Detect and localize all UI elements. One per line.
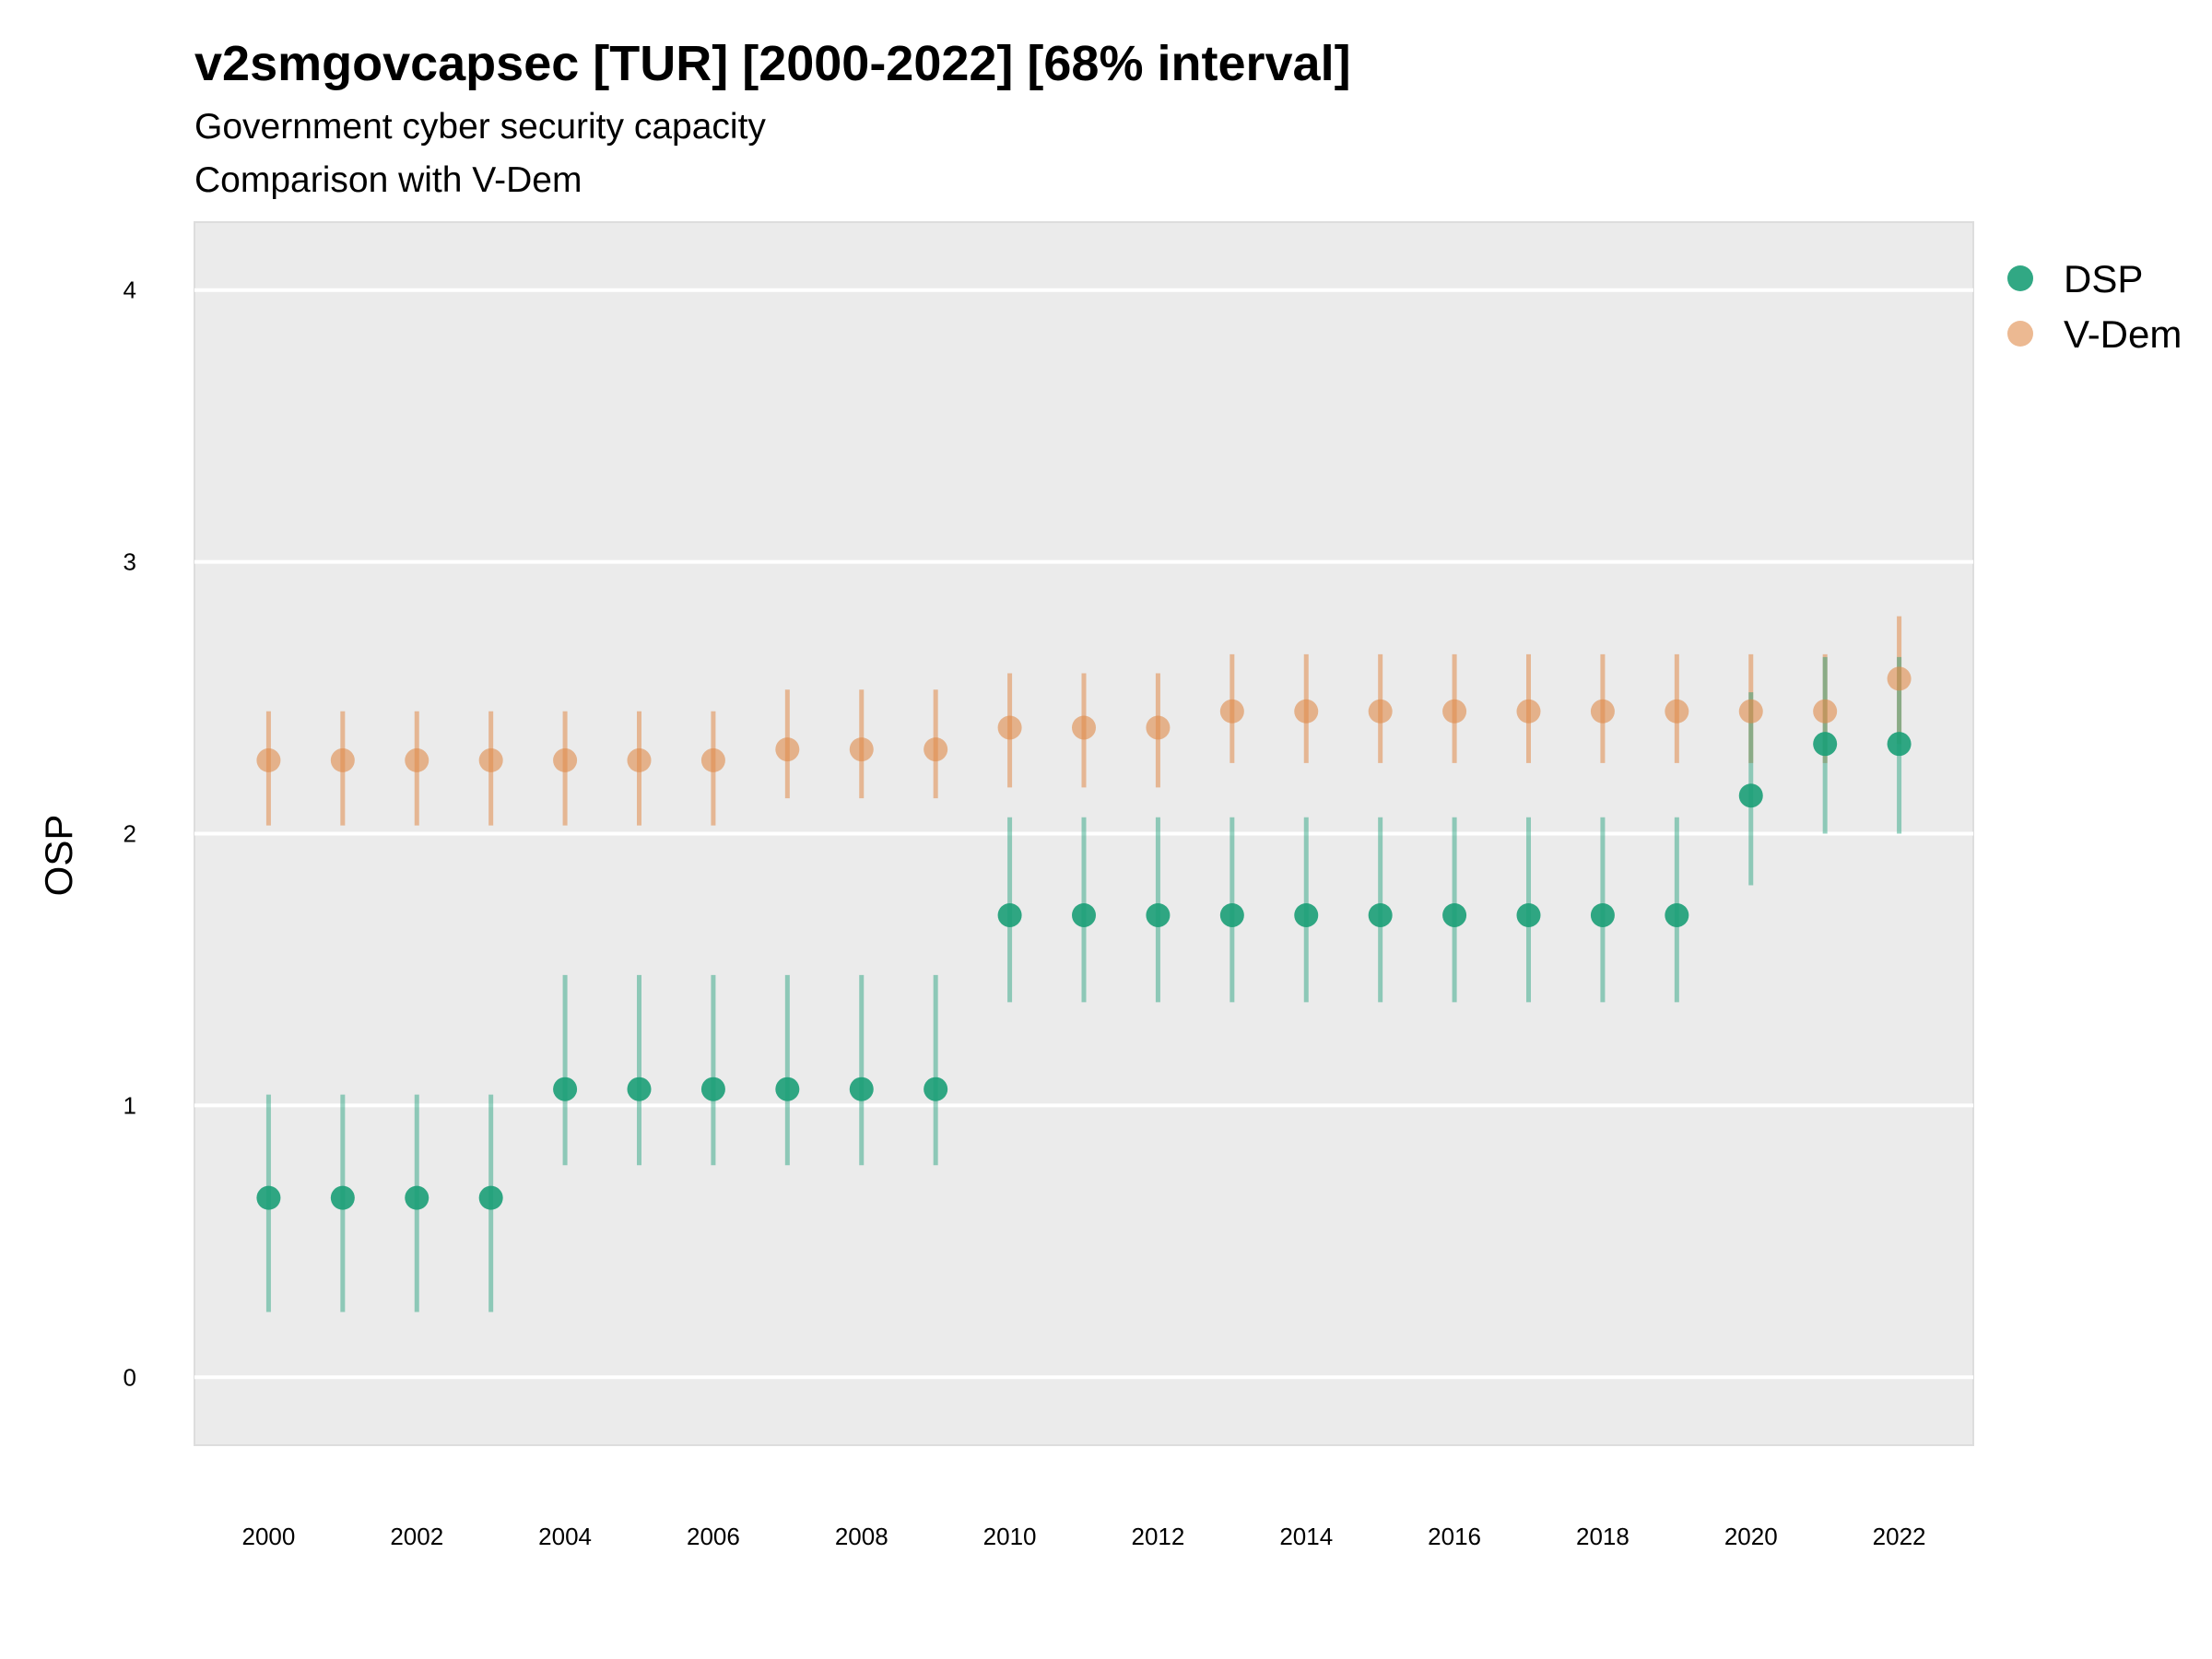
x-tick-label: 2006 [687, 1523, 740, 1550]
v-dem-point-2020 [1738, 699, 1763, 724]
y-tick-label: 4 [124, 276, 136, 304]
x-tick-label: 2004 [538, 1523, 592, 1550]
gridlines [194, 288, 1973, 1380]
y-tick-label: 1 [124, 1091, 136, 1119]
v-dem-point-2006 [700, 747, 725, 772]
y-tick-label: 0 [124, 1363, 136, 1391]
x-tick-label: 2008 [835, 1523, 888, 1550]
x-tick-label: 2014 [1279, 1523, 1333, 1550]
dsp-point-2014 [1294, 902, 1319, 927]
x-tick-label: 2000 [241, 1523, 295, 1550]
dsp-point-2013 [1219, 902, 1244, 927]
dsp-point-2017 [1516, 902, 1541, 927]
v-dem-point-2016 [1442, 699, 1467, 724]
dsp-point-2018 [1590, 902, 1615, 927]
legend-label: DSP [2064, 257, 2143, 300]
legend: DSP V-Dem [2007, 257, 2182, 356]
dsp-point-2021 [1813, 732, 1838, 757]
v-dem-point-2009 [924, 737, 948, 762]
dsp-point-2007 [775, 1077, 800, 1101]
y-tick-label: 2 [124, 820, 136, 848]
legend-key-dsp [2007, 265, 2033, 291]
dsp-point-2012 [1146, 902, 1171, 927]
v-dem-point-2000 [256, 747, 281, 772]
v-dem-point-2003 [478, 747, 503, 772]
dsp-point-2004 [553, 1077, 578, 1101]
y-tick-labels: 0 1 2 3 4 [124, 276, 136, 1392]
v-dem-point-2018 [1590, 699, 1615, 724]
x-tick-label: 2022 [1873, 1523, 1926, 1550]
v-dem-point-2017 [1516, 699, 1541, 724]
v-dem-point-2011 [1072, 715, 1096, 740]
v-dem-point-2005 [627, 747, 652, 772]
v-dem-point-2002 [405, 747, 429, 772]
x-tick-label: 2016 [1428, 1523, 1481, 1550]
dsp-point-2009 [924, 1077, 948, 1101]
x-tick-label: 2012 [1131, 1523, 1184, 1550]
x-tick-label: 2002 [390, 1523, 443, 1550]
v-dem-point-2008 [849, 737, 874, 762]
dsp-point-2001 [330, 1185, 355, 1210]
chart-subtitle: Government cyber security capacity [194, 107, 766, 147]
dsp-point-2011 [1072, 902, 1096, 927]
v-dem-point-2013 [1219, 699, 1244, 724]
v-dem-point-2004 [553, 747, 578, 772]
chart-title: v2smgovcapsec [TUR] [2000-2022] [68% int… [194, 36, 1351, 91]
v-dem-point-2007 [775, 737, 800, 762]
dsp-point-2015 [1368, 902, 1393, 927]
dsp-point-2006 [700, 1077, 725, 1101]
dsp-point-2005 [627, 1077, 652, 1101]
dsp-point-2003 [478, 1185, 503, 1210]
dsp-point-2000 [256, 1185, 281, 1210]
legend-key-v-dem [2007, 321, 2033, 347]
v-dem-point-2014 [1294, 699, 1319, 724]
v-dem-point-2022 [1887, 666, 1912, 691]
v-dem-point-2015 [1368, 699, 1393, 724]
v-dem-point-2001 [330, 747, 355, 772]
x-tick-label: 2020 [1724, 1523, 1778, 1550]
v-dem-point-2012 [1146, 715, 1171, 740]
x-tick-label: 2018 [1576, 1523, 1630, 1550]
dsp-point-2008 [849, 1077, 874, 1101]
v-dem-point-2021 [1813, 699, 1838, 724]
dsp-point-2022 [1887, 732, 1912, 757]
x-tick-label: 2010 [983, 1523, 1037, 1550]
dsp-point-2002 [405, 1185, 429, 1210]
v-dem-point-2019 [1665, 699, 1689, 724]
legend-label: V-Dem [2064, 312, 2182, 356]
dsp-point-2020 [1738, 783, 1763, 808]
dsp-point-2010 [997, 902, 1022, 927]
y-axis-title: OSP [37, 815, 80, 897]
chart-subtitle-comparison: Comparison with V-Dem [194, 160, 582, 200]
dsp-point-2019 [1665, 902, 1689, 927]
data-points [256, 666, 1912, 1210]
y-tick-label: 3 [124, 548, 136, 576]
v-dem-point-2010 [997, 715, 1022, 740]
x-tick-labels: 2000 2002 2004 2006 2008 2010 2012 2014 2016 2018… [241, 1523, 1925, 1550]
dsp-point-2016 [1442, 902, 1467, 927]
